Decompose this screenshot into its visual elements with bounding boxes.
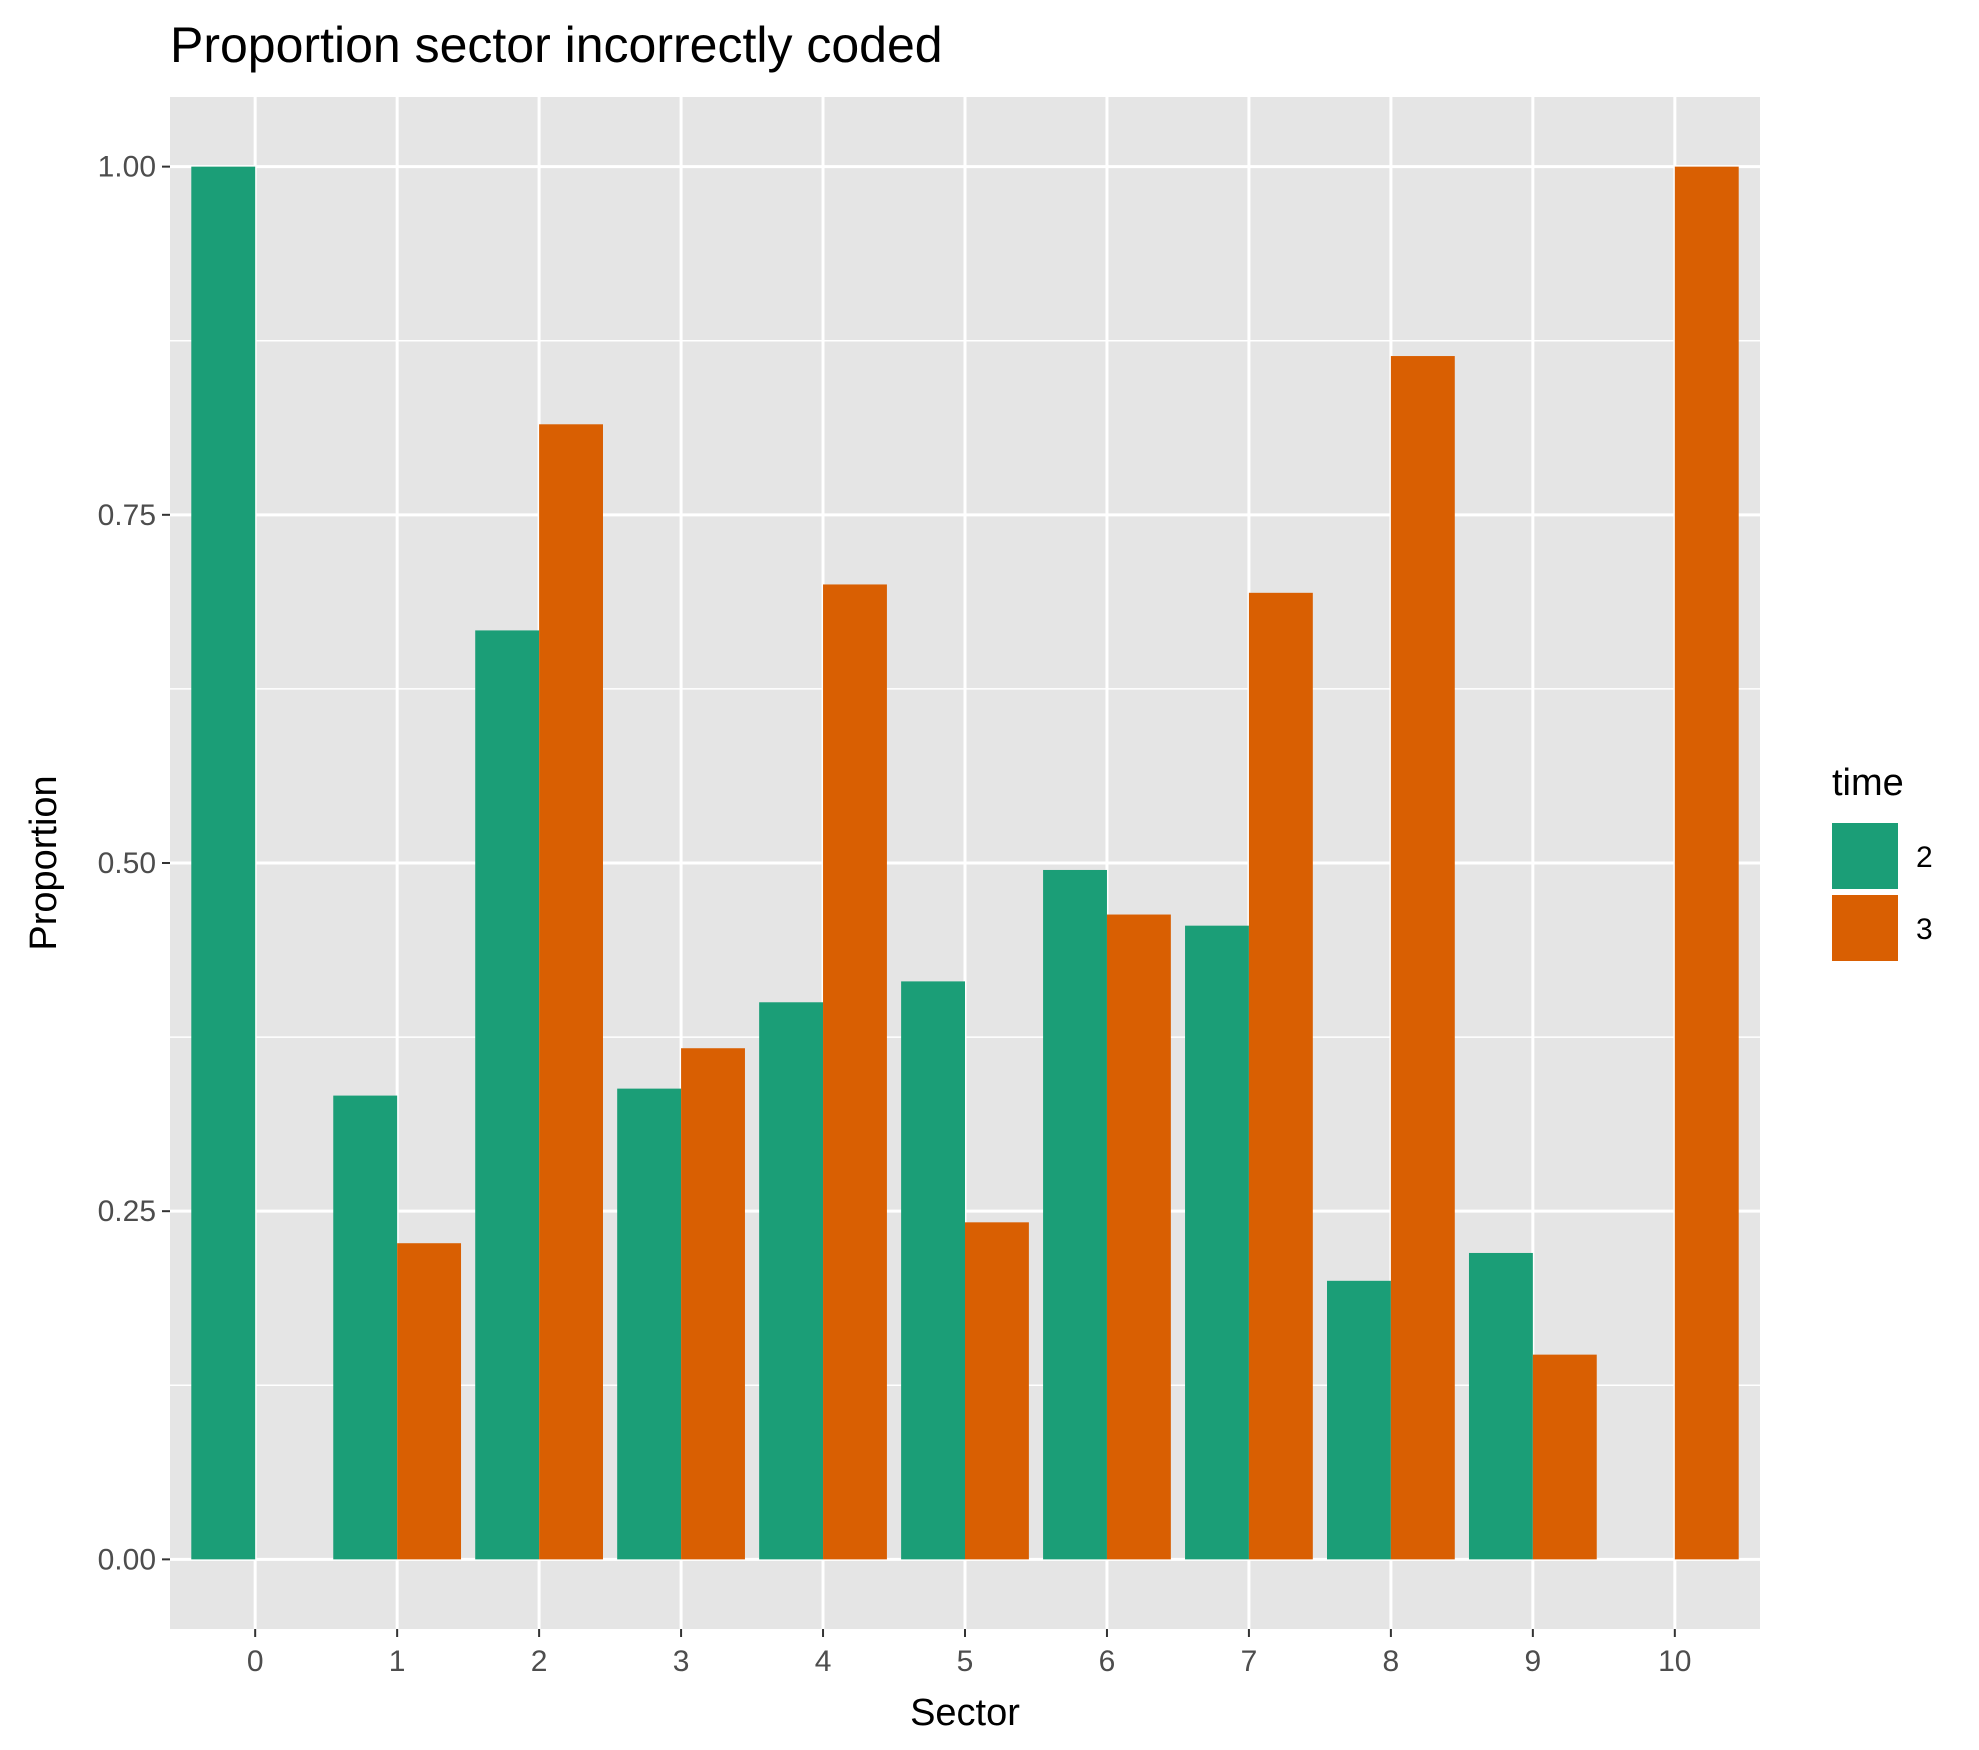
bar-time-2-sector-5 [901,981,965,1560]
bar-time-3-sector-2 [539,424,603,1560]
bar-time-3-sector-9 [1532,1354,1597,1560]
legend-label-2: 2 [1916,841,1933,874]
y-tick-label: 0.25 [98,1195,156,1228]
legend: time 2 3 [1832,762,1933,961]
bar-time-3-sector-10 [1674,166,1739,1560]
bar-time-2-sector-3 [617,1088,682,1560]
x-tick-label: 0 [247,1645,264,1678]
x-axis-title: Sector [910,1692,1020,1734]
x-axis: 0 1 2 3 4 5 6 7 8 9 10 [247,1629,1692,1678]
bar-time-2-sector-6 [1043,869,1107,1560]
legend-label-3: 3 [1916,913,1933,946]
x-tick-label: 7 [1241,1645,1258,1678]
bar-time-2-sector-1 [333,1095,398,1560]
legend-key-2 [1832,823,1898,889]
x-tick-label: 2 [531,1645,548,1678]
legend-key-3 [1832,895,1898,961]
bar-time-2-sector-2 [475,630,540,1560]
y-axis: 0.00 0.25 0.50 0.75 1.00 [98,151,170,1576]
x-tick-label: 10 [1658,1645,1691,1678]
bar-time-3-sector-6 [1106,914,1171,1560]
x-tick-label: 9 [1525,1645,1542,1678]
bar-time-3-sector-4 [823,584,887,1560]
bar-time-3-sector-8 [1390,356,1455,1560]
bar-time-2-sector-0 [191,166,256,1560]
bar-time-2-sector-4 [759,1002,824,1560]
bars [191,166,1739,1560]
y-tick-label: 0.50 [98,847,156,880]
x-tick-label: 4 [815,1645,832,1678]
bar-time-3-sector-3 [681,1048,745,1560]
chart-title: Proportion sector incorrectly coded [170,17,943,73]
legend-title: time [1832,762,1904,804]
bar-time-3-sector-5 [965,1222,1029,1560]
bar-time-2-sector-8 [1327,1280,1391,1560]
bar-time-2-sector-7 [1185,925,1249,1560]
x-tick-label: 6 [1099,1645,1116,1678]
x-tick-label: 8 [1383,1645,1400,1678]
x-tick-label: 3 [673,1645,690,1678]
bar-time-3-sector-7 [1248,592,1313,1560]
x-tick-label: 1 [389,1645,406,1678]
y-tick-label: 0.75 [98,499,156,532]
y-tick-label: 0.00 [98,1543,156,1576]
bar-time-2-sector-9 [1468,1252,1533,1560]
bar-time-3-sector-1 [397,1243,462,1560]
y-tick-label: 1.00 [98,151,156,184]
y-axis-title: Proportion [23,775,65,950]
x-tick-label: 5 [957,1645,974,1678]
